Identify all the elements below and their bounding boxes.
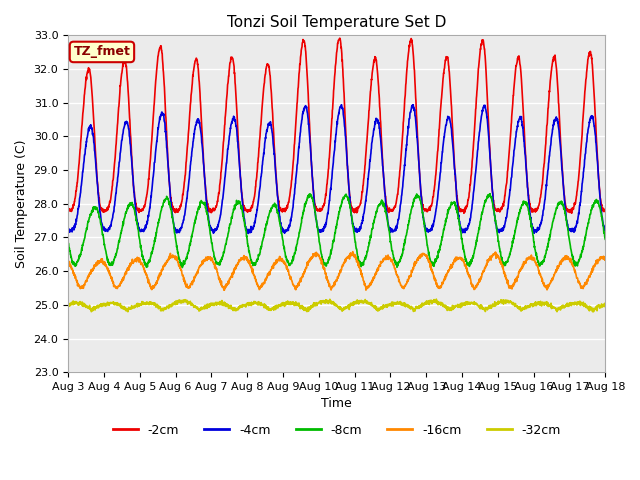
-32cm [364, 300, 372, 306]
-32cm [433, 296, 440, 302]
-4cm [244, 230, 252, 236]
-4cm [364, 176, 372, 182]
Line: -32cm: -32cm [68, 299, 605, 312]
-16cm [353, 258, 360, 264]
-2cm [214, 195, 221, 201]
-4cm [353, 227, 360, 232]
-2cm [64, 207, 72, 213]
-16cm [602, 257, 609, 263]
-2cm [493, 208, 501, 214]
-4cm [602, 228, 609, 233]
-8cm [64, 239, 72, 245]
-16cm [364, 285, 372, 291]
-8cm [214, 260, 222, 266]
-8cm [493, 229, 501, 235]
-8cm [602, 236, 609, 242]
-32cm [602, 300, 609, 306]
-8cm [364, 247, 372, 252]
Text: TZ_fmet: TZ_fmet [74, 46, 131, 59]
-32cm [64, 300, 72, 306]
Legend: -2cm, -4cm, -8cm, -16cm, -32cm: -2cm, -4cm, -8cm, -16cm, -32cm [108, 419, 566, 442]
-16cm [493, 252, 501, 258]
Line: -4cm: -4cm [68, 105, 605, 233]
-32cm [353, 300, 360, 305]
-16cm [221, 288, 228, 293]
-2cm [364, 123, 372, 129]
-8cm [486, 191, 494, 196]
-8cm [554, 202, 562, 208]
-2cm [570, 205, 577, 211]
-2cm [353, 206, 360, 212]
-8cm [179, 264, 186, 270]
Line: -8cm: -8cm [68, 193, 605, 267]
-2cm [602, 207, 609, 213]
-4cm [64, 228, 72, 234]
-32cm [554, 307, 562, 312]
-32cm [124, 309, 132, 314]
-16cm [349, 249, 356, 254]
-16cm [554, 265, 562, 271]
-32cm [493, 301, 501, 307]
Line: -2cm: -2cm [68, 38, 605, 213]
X-axis label: Time: Time [321, 397, 352, 410]
-4cm [410, 102, 417, 108]
-2cm [554, 92, 562, 98]
-8cm [353, 246, 360, 252]
-4cm [493, 226, 501, 231]
-2cm [336, 36, 344, 41]
-32cm [570, 300, 577, 306]
Title: Tonzi Soil Temperature Set D: Tonzi Soil Temperature Set D [227, 15, 446, 30]
Y-axis label: Soil Temperature (C): Soil Temperature (C) [15, 140, 28, 268]
-4cm [214, 222, 221, 228]
-16cm [214, 272, 221, 278]
-2cm [460, 210, 468, 216]
-4cm [570, 227, 577, 233]
-4cm [554, 123, 562, 129]
-16cm [570, 264, 577, 269]
Line: -16cm: -16cm [68, 252, 605, 290]
-8cm [570, 254, 577, 260]
-32cm [214, 301, 222, 307]
-16cm [64, 259, 72, 264]
